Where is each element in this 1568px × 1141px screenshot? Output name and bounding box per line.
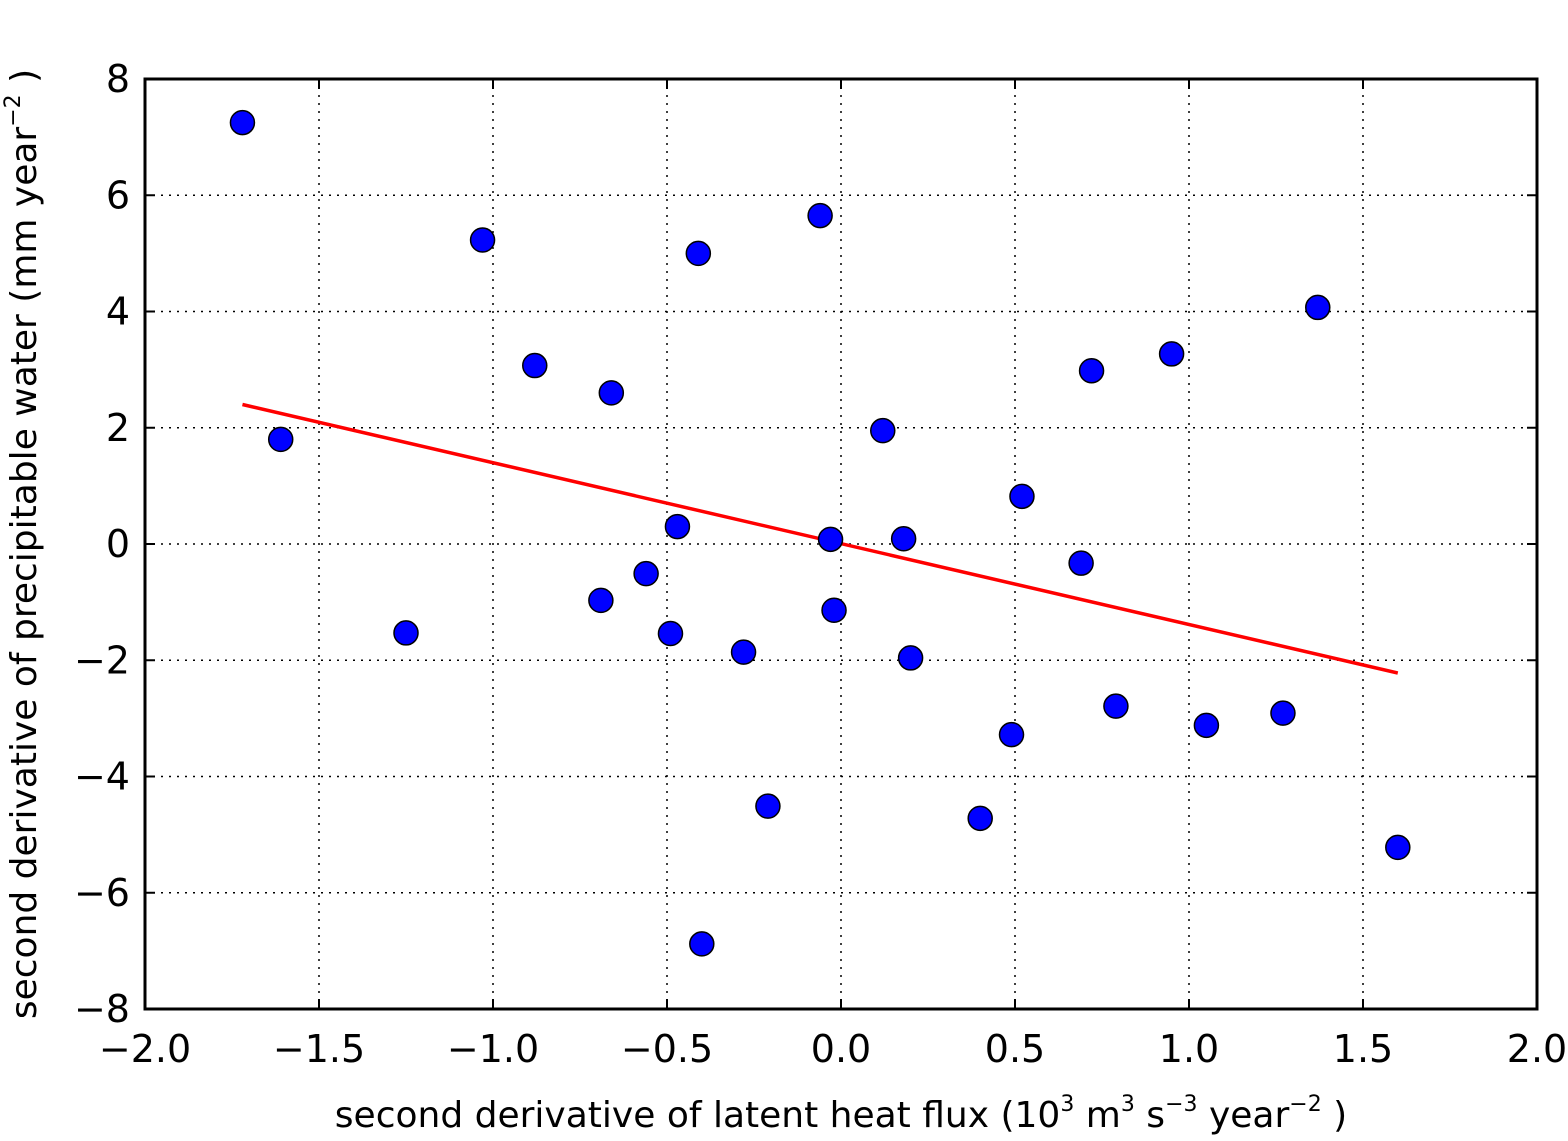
data-point	[633, 560, 659, 587]
data-point	[267, 426, 294, 453]
data-point	[870, 417, 896, 444]
data-point	[1305, 294, 1331, 321]
y-tick-label: 4	[106, 290, 130, 334]
data-point	[967, 805, 993, 832]
x-tick-label: −1.5	[273, 1027, 365, 1071]
axis-ticks	[144, 78, 1538, 1010]
data-point	[755, 793, 781, 819]
data-point	[522, 352, 548, 379]
y-tick-label: 8	[106, 57, 130, 101]
data-point	[689, 931, 715, 957]
x-tick-label: 0.0	[811, 1027, 871, 1071]
data-point	[469, 227, 496, 253]
data-point	[998, 721, 1025, 748]
y-tick-label: 6	[106, 173, 130, 217]
data-point	[730, 639, 757, 665]
data-point	[1193, 712, 1220, 739]
y-tick-label: −4	[74, 755, 130, 799]
data-point	[817, 526, 844, 553]
y-tick-labels: −8 −6 −4 −2 0 2 4 6 8	[74, 57, 130, 1031]
data-point	[393, 620, 419, 646]
y-tick-label: 2	[106, 406, 130, 450]
x-tick-label: 1.0	[1159, 1027, 1219, 1071]
data-point	[657, 620, 684, 647]
data-points	[229, 109, 1411, 957]
data-point	[588, 587, 614, 614]
data-point	[897, 645, 924, 671]
y-tick-label: −8	[74, 987, 130, 1031]
data-point	[685, 240, 712, 267]
data-point	[1068, 550, 1094, 576]
x-tick-label: −1.0	[447, 1027, 539, 1071]
data-point	[890, 526, 917, 552]
x-tick-label: 0.5	[985, 1027, 1045, 1071]
x-tick-labels: −2.0 −1.5 −1.0 −0.5 0.0 0.5 1.0 1.5 2.0	[99, 1027, 1567, 1071]
data-point	[1009, 483, 1035, 510]
data-point	[664, 513, 691, 540]
y-tick-label: −6	[74, 871, 130, 915]
data-point	[807, 202, 833, 229]
y-tick-label: 0	[106, 522, 130, 566]
y-tick-label: −2	[74, 638, 130, 682]
data-point	[229, 109, 256, 136]
data-point	[598, 380, 625, 406]
x-tick-label: −2.0	[99, 1027, 191, 1071]
data-point	[1078, 358, 1105, 384]
x-axis-label: second derivative of latent heat flux (1…	[335, 1092, 1347, 1136]
data-point	[1385, 834, 1411, 861]
y-axis-label: second derivative of precipitable water …	[1, 69, 45, 1019]
data-point	[821, 597, 847, 624]
x-tick-label: 1.5	[1333, 1027, 1393, 1071]
x-tick-label: 2.0	[1507, 1027, 1567, 1071]
x-tick-label: −0.5	[621, 1027, 713, 1071]
data-point	[1103, 693, 1129, 719]
data-point	[1270, 700, 1296, 726]
data-point	[1158, 341, 1185, 367]
